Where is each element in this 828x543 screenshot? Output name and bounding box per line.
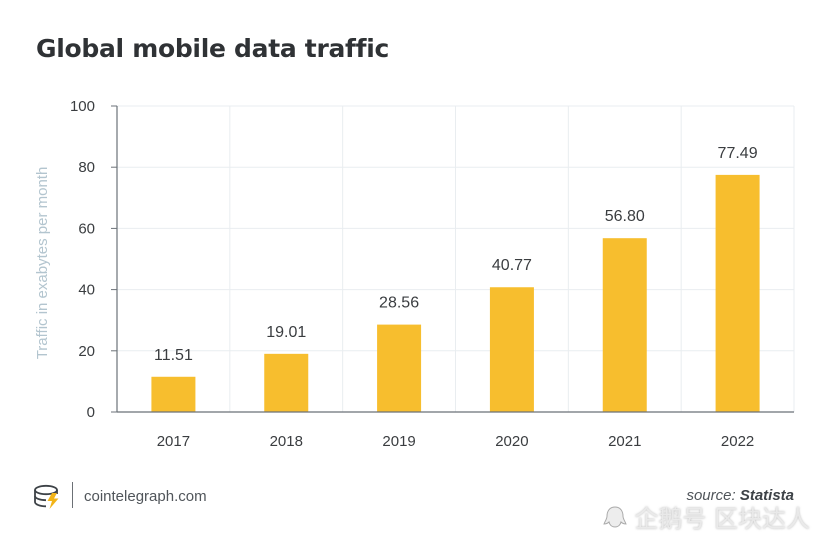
bars <box>151 174 760 412</box>
grid-lines <box>117 105 795 412</box>
bar-value-label: 28.56 <box>379 295 419 312</box>
bar <box>602 238 647 412</box>
bar <box>715 174 760 412</box>
x-tick-label: 2018 <box>270 433 303 450</box>
bar <box>151 376 196 412</box>
source-label: source: <box>686 487 736 504</box>
watermark-text: 企鹅号 区块达人 <box>634 505 810 533</box>
watermark: 企鹅号 区块达人 <box>602 499 810 534</box>
labels: 0 20 40 60 80 100 11.51 2017 19.01 2018 28.56 2019 4… <box>70 98 758 450</box>
bar <box>264 353 309 412</box>
bar-value-label: 56.80 <box>605 208 645 225</box>
source-name: Statista <box>739 487 794 504</box>
x-tick-label: 2022 <box>721 433 754 450</box>
page-title: Global mobile data traffic <box>36 34 390 63</box>
y-tick-label: 60 <box>78 220 95 237</box>
penguin-watermark-icon <box>603 505 628 528</box>
x-tick-label: 2019 <box>382 433 415 450</box>
bar-value-label: 77.49 <box>718 145 758 162</box>
source-credit: source: Statista <box>686 487 794 504</box>
bar-value-label: 11.51 <box>154 347 193 364</box>
bar-value-label: 40.77 <box>492 257 532 274</box>
y-tick-label: 20 <box>78 343 95 360</box>
bar <box>489 287 534 412</box>
y-tick-label: 40 <box>78 282 95 299</box>
y-tick-label: 100 <box>70 98 95 115</box>
y-axis-label: Traffic in exabytes per month <box>34 167 51 360</box>
x-tick-label: 2021 <box>608 433 641 450</box>
footer-divider <box>72 482 73 508</box>
cointelegraph-logo-icon <box>34 484 59 509</box>
x-tick-label: 2020 <box>495 433 528 450</box>
bar-value-label: 19.01 <box>266 324 306 341</box>
y-tick-label: 0 <box>87 404 95 421</box>
axes <box>111 105 794 413</box>
y-tick-label: 80 <box>78 159 95 176</box>
bar <box>377 324 422 412</box>
x-tick-label: 2017 <box>157 433 190 450</box>
site-url[interactable]: cointelegraph.com <box>84 488 207 505</box>
